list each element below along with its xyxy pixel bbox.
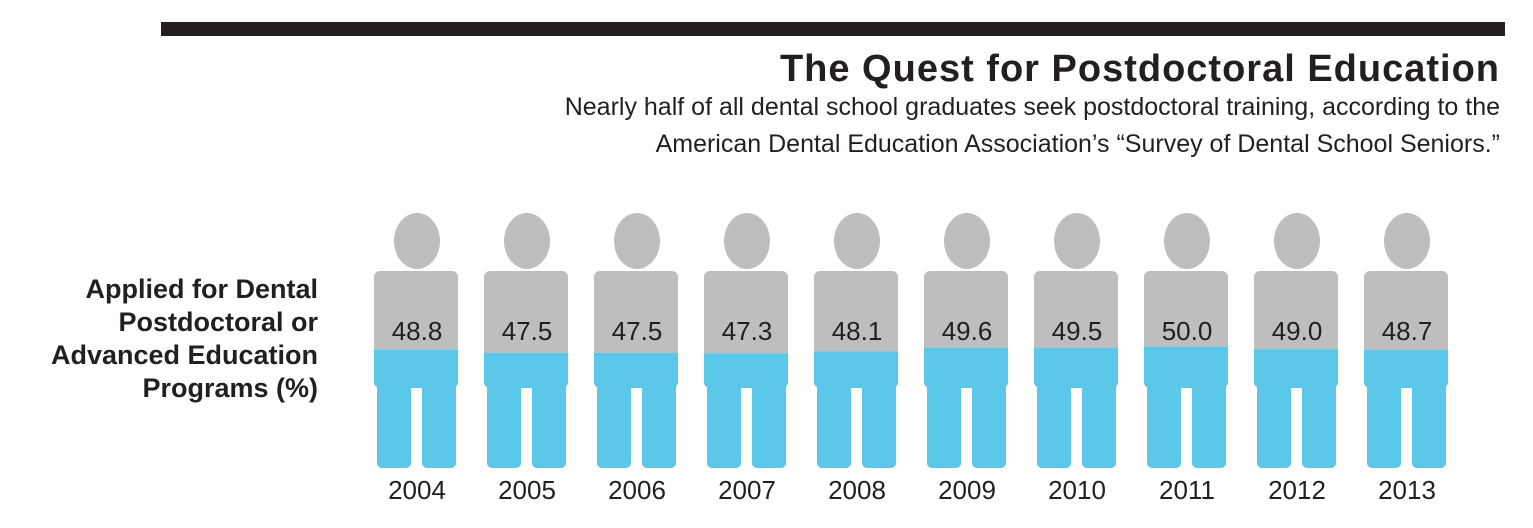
value-label: 48.1 (832, 316, 883, 346)
chart-title: The Quest for Postdoctoral Education (779, 48, 1500, 90)
value-label: 50.0 (1162, 316, 1213, 346)
figure-2013: 48.7 2013 (1364, 213, 1448, 505)
bar-fill-2013 (1364, 350, 1448, 468)
bar-fill-2011 (1144, 347, 1228, 468)
x-tick-label: 2009 (938, 475, 996, 505)
value-label: 49.0 (1272, 316, 1323, 346)
bar-fill-2008 (814, 351, 898, 468)
figure-2009: 49.6 2009 (924, 213, 1008, 505)
head-icon (944, 213, 990, 269)
x-tick-label: 2005 (498, 475, 556, 505)
bar-fill-2007 (704, 353, 788, 468)
x-tick-label: 2004 (388, 475, 446, 505)
figure-2011: 50.0 2011 (1144, 213, 1228, 505)
value-label: 47.5 (612, 316, 663, 346)
x-tick-label: 2007 (718, 475, 776, 505)
value-label: 47.5 (502, 316, 553, 346)
x-tick-label: 2013 (1378, 475, 1436, 505)
figure-2004: 48.8 2004 (374, 213, 458, 505)
chart-subtitle-line-1: Nearly half of all dental school graduat… (564, 93, 1500, 121)
bar-fill-2010 (1034, 348, 1118, 468)
bar-fill-2006 (594, 353, 678, 468)
y-label-line: Programs (%) (142, 373, 318, 403)
head-icon (834, 213, 880, 269)
head-icon (1164, 213, 1210, 269)
bar-fill-2005 (484, 353, 568, 468)
y-label-line: Advanced Education (50, 340, 318, 370)
head-icon (1384, 213, 1430, 269)
figure-2010: 49.5 2010 (1034, 213, 1118, 505)
chart-subtitle-line-2: American Dental Education Association’s … (655, 130, 1500, 158)
bar-fill-2004 (374, 349, 458, 468)
x-tick-label: 2008 (828, 475, 886, 505)
value-label: 47.3 (722, 316, 773, 346)
value-label: 49.5 (1052, 316, 1103, 346)
figure-2005: 47.5 2005 (484, 213, 568, 505)
head-icon (614, 213, 660, 269)
x-tick-label: 2010 (1048, 475, 1106, 505)
figure-2006: 47.5 2006 (594, 213, 678, 505)
bar-fill-2009 (924, 347, 1008, 468)
x-tick-label: 2006 (608, 475, 666, 505)
value-label: 49.6 (942, 316, 993, 346)
x-tick-label: 2011 (1159, 475, 1215, 505)
head-icon (1274, 213, 1320, 269)
head-icon (394, 213, 440, 269)
head-icon (1054, 213, 1100, 269)
figure-2012: 49.0 2012 (1254, 213, 1338, 505)
y-axis-label: Applied for Dental Postdoctoral or Advan… (51, 273, 318, 405)
figure-2007: 47.3 2007 (704, 213, 788, 505)
bar-fill-2012 (1254, 349, 1338, 468)
value-label: 48.8 (392, 316, 443, 346)
head-icon (724, 213, 770, 269)
y-label-line: Applied for Dental (85, 274, 318, 304)
x-tick-label: 2012 (1268, 475, 1326, 505)
figure-2008: 48.1 2008 (814, 213, 898, 505)
value-label: 48.7 (1382, 316, 1433, 346)
y-label-line: Postdoctoral or (118, 307, 318, 337)
head-icon (504, 213, 550, 269)
top-rule (161, 22, 1505, 36)
